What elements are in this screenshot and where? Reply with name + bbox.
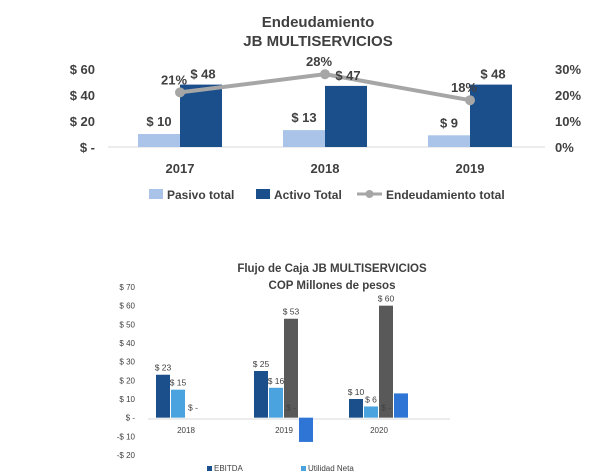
bar-utilidad-neta [364,406,378,418]
x-category-label: 2020 [370,426,388,435]
y-right-tick-label: 20% [555,88,581,103]
bar-pasivo-total [138,134,180,147]
data-label-endeudamiento: 18% [451,80,477,95]
data-label: $ 53 [283,307,300,317]
legend: EBITDA Utilidad Neta [207,464,354,473]
data-label: $ 23 [155,363,172,373]
chart-title: Endeudamiento [262,14,375,31]
legend-swatch-activo [256,189,270,199]
x-category-label: 2019 [275,426,293,435]
y-left-tick-label: $ 60 [70,62,95,77]
y-right-tick-label: 10% [555,114,581,129]
x-category-label: 2017 [166,161,195,176]
bar-activo-total [180,84,222,147]
bar-pasivo-total [283,130,325,147]
bar-utilidad-neta [171,389,185,418]
data-label-pasivo: $ 10 [146,114,171,129]
marker-endeudamiento [175,87,185,98]
bar-activo-total [325,85,367,147]
legend-label-pasivo: Pasivo total [167,188,234,202]
marker-endeudamiento [320,69,330,80]
y-tick-label: $ 60 [119,302,135,311]
debt-chart: Endeudamiento JB MULTISERVICIOS $ - $ 20 $… [70,14,582,202]
legend-swatch-ebitda [207,466,212,471]
data-label-activo: $ 48 [480,67,505,82]
y-right-tick-label: 30% [555,62,581,77]
bar-series-3 [379,305,393,418]
bar-ebitda [156,374,170,418]
data-label: $ - [188,403,198,413]
chart-title: Flujo de Caja JB MULTISERVICIOS [237,263,427,275]
legend-marker-endeudamiento [365,190,374,198]
y-tick-label: $ 20 [119,376,135,385]
bar-pasivo-total [428,135,470,147]
y-tick-label: -$ 20 [117,451,136,460]
legend: Pasivo total Activo Total Endeudamiento … [149,188,505,202]
y-tick-label: $ 10 [119,395,135,404]
data-label-endeudamiento: 28% [306,54,332,69]
data-label: $ - [381,403,391,413]
data-label: $ 60 [378,294,395,304]
bar-utilidad-neta [269,387,283,418]
bar-ebitda [254,371,268,418]
x-category-label: 2018 [177,426,195,435]
data-label: $ 10 [348,387,365,397]
bar-ebitda [349,399,363,418]
y-left-tick-label: $ 40 [70,88,95,103]
data-label: $ 6 [365,394,377,404]
chart-subtitle: JB MULTISERVICIOS [243,33,392,50]
data-label-activo: $ 48 [190,67,215,82]
y-tick-label: $ 70 [119,283,135,292]
bar-activo-total [470,84,512,147]
data-label: $ 15 [170,378,187,388]
legend-swatch-utilidad [301,466,306,471]
y-tick-label: $ 30 [119,358,135,367]
legend-label-ebitda: EBITDA [214,464,244,473]
y-left-tick-label: $ - [80,140,95,155]
data-label: $ - [286,403,296,413]
data-label-endeudamiento: 21% [161,72,187,87]
bar-series-4 [394,393,408,418]
data-label-pasivo: $ 13 [291,110,316,125]
marker-endeudamiento [465,95,475,106]
data-label-pasivo: $ 9 [440,115,458,130]
y-tick-label: $ 50 [119,320,135,329]
y-tick-label: $ - [126,414,136,423]
legend-label-activo: Activo Total [274,188,342,202]
legend-swatch-pasivo [149,189,163,199]
data-label-activo: $ 47 [335,68,360,83]
y-tick-label: -$ 10 [117,432,136,441]
bar-series-4 [299,417,313,442]
legend-label-endeudamiento: Endeudamiento total [386,188,505,202]
data-label: $ 16 [268,376,285,386]
chart-subtitle: COP Millones de pesos [269,280,396,292]
bar-series-3 [284,318,298,418]
y-left-tick-label: $ 20 [70,114,95,129]
y-right-tick-label: 0% [555,140,574,155]
legend-label-utilidad: Utilidad Neta [308,464,354,473]
x-category-label: 2018 [311,161,340,176]
x-category-label: 2019 [456,161,485,176]
y-tick-label: $ 40 [119,339,135,348]
data-label: $ 25 [253,359,270,369]
